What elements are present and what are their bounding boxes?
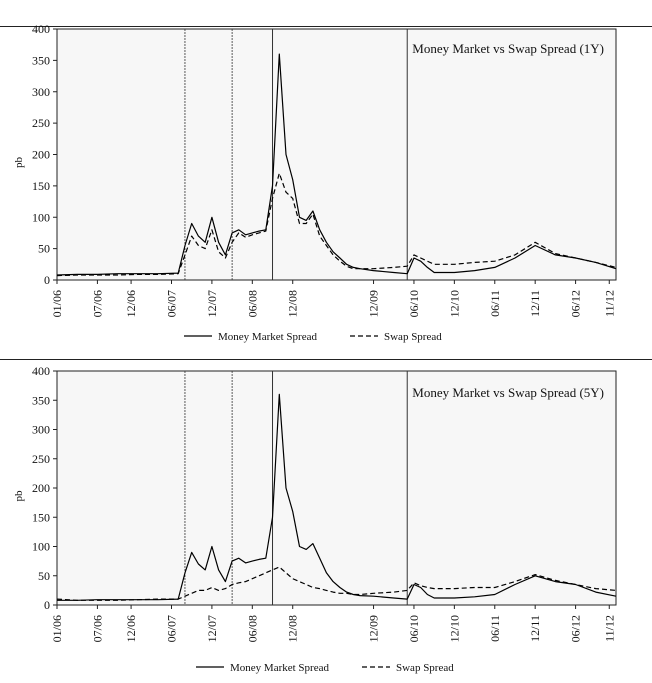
y-tick-label: 50: [38, 242, 50, 256]
money-market-series: [56, 53, 617, 276]
x-tick-label: 06/11: [488, 290, 502, 317]
chart-panel-5y: 0 50 100 150 200 250 300 350 400 pb 01/06 07/06 12/0…: [13, 364, 617, 674]
y-tick-label: 200: [32, 148, 50, 162]
y-axis-label: pb: [13, 157, 25, 169]
x-tick-label: 12/07: [205, 615, 219, 642]
x-tick-label: 12/06: [124, 290, 138, 317]
legend-label: Swap Spread: [396, 662, 454, 674]
y-tick-label: 300: [32, 85, 50, 99]
x-tick-label: 12/07: [205, 290, 219, 317]
x-tick-label: 07/06: [90, 615, 104, 642]
chart-panel-1y: 0 50 100 150 200 250 300 350 400 pb 01/06 07/06 12/0…: [13, 22, 617, 343]
y-tick-label: 350: [32, 393, 50, 407]
plot-area: [56, 28, 617, 281]
panel-separator: [0, 359, 652, 360]
x-tick-label: 12/10: [447, 290, 461, 317]
y-tick-label: 100: [32, 210, 50, 224]
x-tick-label: 12/11: [528, 615, 542, 642]
x-tick-label: 06/08: [245, 615, 259, 642]
x-tick-label: 12/10: [447, 615, 461, 642]
y-tick-label: 400: [32, 22, 50, 36]
swap-series: [56, 566, 617, 601]
y-tick-label: 50: [38, 569, 50, 583]
x-tick-label: 11/12: [602, 290, 616, 317]
top-border: [0, 26, 652, 27]
legend-label: Money Market Spread: [218, 331, 317, 343]
y-tick-label: 150: [32, 510, 50, 524]
y-tick-label: 250: [32, 116, 50, 130]
x-tick-label: 06/07: [164, 290, 178, 317]
x-tick-label: 11/12: [602, 615, 616, 642]
y-tick-label: 250: [32, 452, 50, 466]
x-tick-label: 06/11: [488, 615, 502, 642]
x-tick-label: 12/09: [367, 615, 381, 642]
x-tick-label: 12/09: [367, 290, 381, 317]
y-tick-label: 100: [32, 540, 50, 554]
x-tick-label: 12/08: [286, 615, 300, 642]
legend-label: Swap Spread: [384, 331, 442, 343]
x-tick-label: 12/06: [124, 615, 138, 642]
chart-title: Money Market vs Swap Spread (5Y): [412, 385, 604, 400]
x-tick-label: 06/12: [569, 615, 583, 642]
y-axis-label: pb: [13, 490, 25, 502]
legend-label: Money Market Spread: [230, 662, 329, 674]
x-tick-label: 01/06: [50, 290, 64, 317]
chart-title: Money Market vs Swap Spread (1Y): [412, 41, 604, 56]
x-tick-label: 06/12: [569, 290, 583, 317]
x-tick-label: 06/10: [407, 615, 421, 642]
x-tick-label: 01/06: [50, 615, 64, 642]
x-tick-label: 06/07: [164, 615, 178, 642]
y-tick-label: 300: [32, 423, 50, 437]
x-tick-label: 12/08: [286, 290, 300, 317]
x-tick-label: 12/11: [528, 290, 542, 317]
y-tick-label: 0: [44, 273, 50, 287]
y-tick-label: 0: [44, 598, 50, 612]
y-tick-label: 400: [32, 364, 50, 378]
y-tick-label: 150: [32, 179, 50, 193]
swap-series: [56, 172, 617, 277]
y-tick-label: 350: [32, 53, 50, 67]
x-tick-label: 06/10: [407, 290, 421, 317]
x-tick-label: 07/06: [90, 290, 104, 317]
x-tick-label: 06/08: [245, 290, 259, 317]
money-market-series: [57, 393, 617, 601]
y-tick-label: 200: [32, 481, 50, 495]
plot-area: [56, 370, 617, 606]
